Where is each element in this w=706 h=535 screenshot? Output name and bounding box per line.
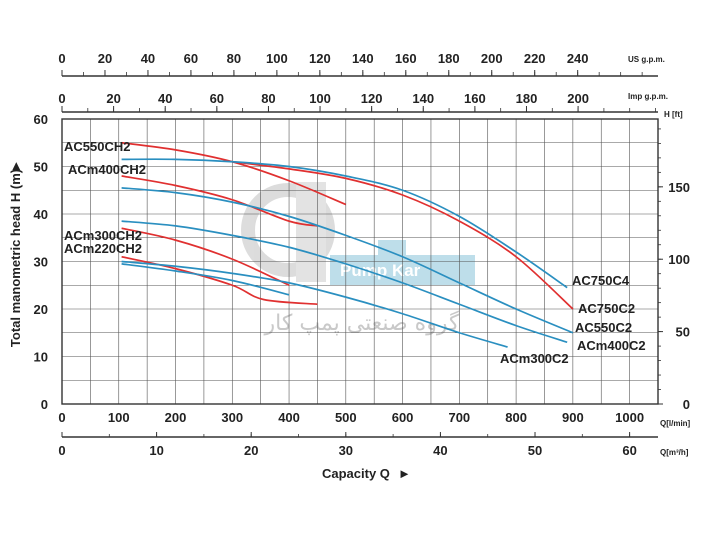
curve-acm300ch2	[121, 227, 290, 287]
label-acm400c2: ACm400C2	[577, 338, 646, 353]
label-ac750c4: AC750C4	[572, 273, 630, 288]
lmin-tick-label: 300	[221, 410, 243, 425]
usgpm-tick-label: 40	[141, 51, 155, 66]
x-axis-title: Capacity Q	[322, 466, 390, 481]
usgpm-tick-label: 200	[481, 51, 503, 66]
imp-gpm-unit: Imp g.p.m.	[628, 92, 668, 101]
label-acm400ch2: ACm400CH2	[68, 162, 146, 177]
label-ac750c2: AC750C2	[578, 301, 635, 316]
watermark-brand-en: Pump Kar	[340, 261, 421, 280]
impgpm-tick-label: 160	[464, 91, 486, 106]
usgpm-tick-label: 180	[438, 51, 460, 66]
usgpm-tick-label: 160	[395, 51, 417, 66]
lmin-tick-label: 900	[562, 410, 584, 425]
m3h-tick-label: 50	[528, 443, 542, 458]
y-axis-arrow-icon: ►	[8, 160, 23, 173]
impgpm-tick-label: 200	[567, 91, 589, 106]
lmin-unit: Q[l/min]	[660, 419, 691, 428]
impgpm-tick-label: 0	[58, 91, 65, 106]
y-tick-label: 60	[34, 112, 48, 127]
usgpm-tick-label: 120	[309, 51, 331, 66]
usgpm-tick-label: 20	[98, 51, 112, 66]
impgpm-tick-label: 180	[516, 91, 538, 106]
label-ac550ch2: AC550CH2	[64, 139, 130, 154]
usgpm-tick-label: 80	[227, 51, 241, 66]
lmin-tick-label: 200	[165, 410, 187, 425]
ft-tick-label: 100	[668, 252, 690, 267]
lmin-tick-label: 400	[278, 410, 300, 425]
usgpm-tick-label: 220	[524, 51, 546, 66]
lmin-tick-label: 500	[335, 410, 357, 425]
m3h-tick-label: 0	[58, 443, 65, 458]
usgpm-tick-label: 140	[352, 51, 374, 66]
ft-tick-label: 50	[676, 325, 690, 340]
y-axis-title: Total manometric head H (m)	[8, 169, 23, 347]
series-lines	[121, 141, 574, 348]
usgpm-tick-label: 60	[184, 51, 198, 66]
watermark-brand-fa: گروه صنعتی پمپ کار	[264, 310, 460, 336]
lmin-tick-label: 600	[392, 410, 414, 425]
lmin-tick-label: 700	[448, 410, 470, 425]
watermark-pipe	[378, 240, 406, 258]
y-tick-label: 0	[41, 397, 48, 412]
impgpm-tick-label: 120	[361, 91, 383, 106]
impgpm-tick-label: 20	[106, 91, 120, 106]
plot-frame	[61, 118, 659, 405]
pumpkar-watermark: Pump Kar گروه صنعتی پمپ کار	[241, 182, 475, 336]
ft-tick-label: 150	[668, 180, 690, 195]
curve-ac750c2	[232, 160, 574, 310]
curve-acm400c2	[121, 220, 568, 344]
watermark-bar	[296, 182, 326, 282]
curve-acm400ch2	[121, 175, 318, 227]
ft-unit: H [ft]	[664, 110, 683, 119]
lmin-tick-label: 1000	[615, 410, 644, 425]
impgpm-tick-label: 100	[309, 91, 331, 106]
curve-acm300c2	[121, 260, 508, 348]
top-axes: US g.p.m. Imp g.p.m.	[62, 55, 668, 113]
impgpm-tick-label: 60	[210, 91, 224, 106]
ft-tick-label: 0	[683, 397, 690, 412]
usgpm-tick-label: 0	[58, 51, 65, 66]
m3h-tick-label: 60	[622, 443, 636, 458]
label-acm220ch2: ACm220CH2	[64, 241, 142, 256]
curve-ac550c2	[121, 187, 574, 334]
y-tick-label: 50	[34, 160, 48, 175]
impgpm-tick-label: 40	[158, 91, 172, 106]
m3h-unit: Q[m³/h]	[660, 448, 689, 457]
impgpm-tick-label: 80	[261, 91, 275, 106]
usgpm-tick-label: 100	[266, 51, 288, 66]
lmin-tick-label: 800	[505, 410, 527, 425]
lmin-tick-label: 100	[108, 410, 130, 425]
m3h-tick-label: 40	[433, 443, 447, 458]
m3h-tick-label: 10	[149, 443, 163, 458]
plot-grid	[62, 119, 658, 404]
us-gpm-unit: US g.p.m.	[628, 55, 665, 64]
m3h-tick-label: 30	[339, 443, 353, 458]
y-tick-label: 20	[34, 302, 48, 317]
y-tick-label: 30	[34, 255, 48, 270]
y-tick-label: 40	[34, 207, 48, 222]
impgpm-tick-label: 140	[412, 91, 434, 106]
curve-ac750c4	[121, 158, 568, 289]
right-axis: H [ft]	[664, 110, 683, 119]
label-acm300c2: ACm300C2	[500, 351, 569, 366]
lmin-tick-label: 0	[58, 410, 65, 425]
x-axis-arrow-icon: ►	[398, 466, 411, 481]
m3h-tick-label: 20	[244, 443, 258, 458]
label-acm300ch2: ACm300CH2	[64, 228, 142, 243]
usgpm-tick-label: 240	[567, 51, 589, 66]
curve-acm220c2	[121, 263, 290, 296]
bottom-axes: Q[l/min] Q[m³/h] Capacity Q ►	[62, 419, 691, 481]
y-tick-label: 10	[34, 350, 48, 365]
label-ac550c2: AC550C2	[575, 320, 632, 335]
